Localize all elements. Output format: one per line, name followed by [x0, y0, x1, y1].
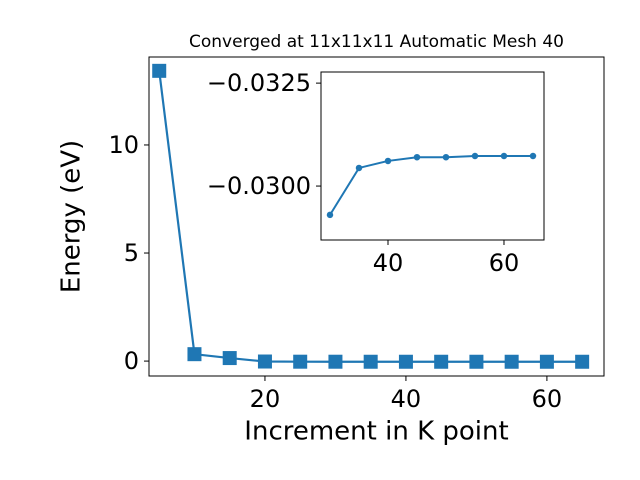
- y-tick-label: −0.0325: [207, 69, 311, 97]
- y-tick-label: 10: [108, 131, 139, 159]
- marker: [384, 157, 392, 165]
- y-tick-label: 0: [124, 347, 139, 375]
- y-tick-label: −0.0300: [207, 172, 311, 200]
- marker: [434, 354, 449, 369]
- marker: [469, 354, 484, 369]
- x-tick-label: 40: [391, 385, 422, 413]
- marker: [328, 354, 343, 369]
- marker: [413, 153, 421, 161]
- x-tick-label: 60: [489, 249, 520, 277]
- x-tick-label: 40: [373, 249, 404, 277]
- marker: [529, 152, 537, 160]
- series-line: [329, 155, 533, 216]
- marker: [539, 354, 554, 369]
- chart-title: Converged at 11x11x11 Automatic Mesh 40: [189, 32, 564, 52]
- marker: [293, 354, 308, 369]
- marker: [222, 351, 237, 366]
- marker: [442, 153, 450, 161]
- marker: [152, 63, 167, 78]
- x-tick-label: 60: [532, 385, 563, 413]
- marker: [504, 354, 519, 369]
- x-axis-label: Increment in K point: [244, 417, 508, 447]
- marker: [575, 354, 590, 369]
- marker: [363, 354, 378, 369]
- marker: [326, 211, 334, 219]
- marker: [187, 347, 202, 362]
- marker: [257, 354, 272, 369]
- marker: [471, 152, 479, 160]
- marker: [500, 152, 508, 160]
- y-axis-label: Energy (eV): [57, 140, 87, 293]
- marker: [355, 164, 363, 172]
- y-tick-label: 5: [124, 239, 139, 267]
- x-tick-label: 20: [250, 385, 281, 413]
- marker: [398, 354, 413, 369]
